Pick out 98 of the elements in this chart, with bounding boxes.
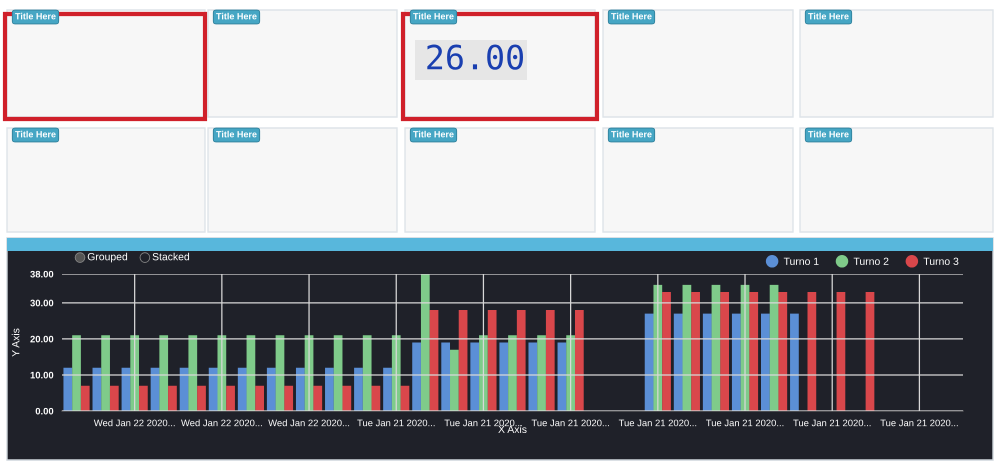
bar [168,386,177,411]
category-label: Title Here [808,130,849,138]
bar [516,310,526,411]
bar [284,386,294,411]
bar [354,368,363,411]
bar [499,342,508,411]
x-tick-label: Wed Jan 22 2020... [94,419,175,426]
y-tick-label: 20.00 [30,336,54,342]
bar [383,368,392,411]
category-label: Title Here [15,12,56,20]
bar [334,335,342,411]
bar [674,314,683,411]
category-label: Title Here [611,130,652,138]
x-tick-label: Tue Jan 21 2020... [618,420,696,426]
bar [662,292,671,411]
category-label: Title Here [611,12,652,20]
bar [430,310,438,411]
bar [836,292,846,411]
category-label: Title Here [808,12,849,20]
bar [238,368,247,411]
bar [159,335,168,411]
bar [546,310,555,411]
text: Grouped [88,252,128,262]
category-label: Title Here [15,130,56,138]
bar [691,292,700,411]
bar [101,335,110,411]
bar [362,335,372,411]
bar [528,342,538,411]
bar [441,342,450,411]
bar [749,292,758,411]
bar [188,335,198,411]
y-axis-title: Y Axis [12,328,20,357]
legend-label: Turno 1 [784,258,819,266]
bar [342,386,352,411]
bar [72,335,81,411]
x-tick-label: Wed Jan 22 2020... [268,419,350,426]
y-tick-label: 0.00 [36,408,54,415]
bar [197,386,206,411]
bar [470,342,480,411]
bar [296,368,305,411]
category-label: Title Here [216,12,257,20]
y-tick-label: 10.00 [30,372,54,378]
bar [682,284,692,411]
bar [574,310,584,411]
bar [761,314,770,411]
bar [80,386,90,411]
bar [508,335,517,411]
x-tick-label: Tue Jan 21 2020... [793,420,871,426]
y-tick-label: 38.00 [30,270,54,278]
bar [325,368,334,411]
bar [644,314,654,411]
bar [420,274,430,411]
legend-label: Turno 3 [924,258,958,266]
bar [208,368,218,411]
bar [537,335,546,411]
bar [180,368,188,411]
bar [702,314,712,411]
bar [808,292,816,411]
category-label: Title Here [413,130,454,138]
text: 26.00 [427,44,524,70]
bar [720,292,730,411]
bar [110,386,119,411]
bar [139,386,148,411]
bar [412,342,421,411]
bar [372,386,380,411]
bar [770,284,778,411]
legend-label: Turno 2 [854,258,888,266]
bar [266,368,276,411]
bar [150,368,160,411]
bar [488,310,497,411]
text: Stacked [152,252,190,260]
bar [732,314,741,411]
bar [458,310,468,411]
bar [92,368,102,411]
x-tick-label: Tue Jan 21 2020... [532,420,609,426]
x-tick-label: Tue Jan 21 2020... [706,420,784,426]
x-tick-label: Wed Jan 22 2020... [181,419,262,426]
bar [313,386,322,411]
bar [790,314,799,411]
bar [450,350,459,411]
bar [712,284,720,411]
x-tick-label: Tue Jan 21 2020... [444,420,522,426]
bar [778,292,788,411]
bar [246,335,256,411]
y-tick-label: 30.00 [30,300,54,306]
bar [276,335,284,411]
bar [866,292,874,411]
bar [400,386,410,411]
bar [255,386,264,411]
bar [63,368,72,411]
category-label: Title Here [413,12,454,20]
bar [226,386,235,411]
x-tick-label: Tue Jan 21 2020... [880,420,958,426]
category-label: Title Here [216,130,257,138]
bar [122,368,130,411]
x-axis-title: X Axis [498,425,527,434]
bar [558,342,566,411]
x-tick-label: Tue Jan 21 2020... [357,420,435,426]
